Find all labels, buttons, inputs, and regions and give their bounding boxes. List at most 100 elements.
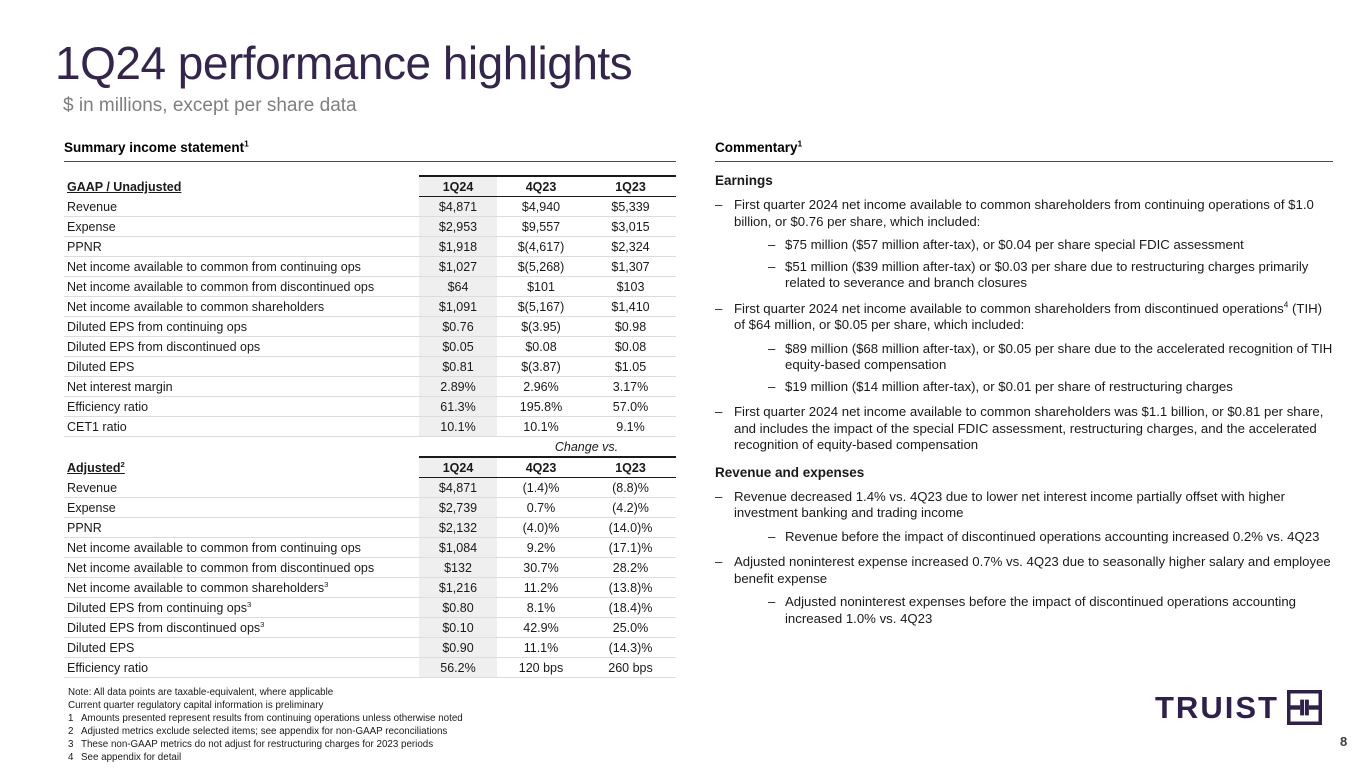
table-header-row: Adjusted2 1Q24 4Q23 1Q23 bbox=[64, 456, 676, 478]
row-value: 28.2% bbox=[585, 557, 676, 578]
bullet: – Revenue before the impact of discontinu… bbox=[768, 529, 1333, 546]
table-row: Net interest margin 2.89% 2.96% 3.17% bbox=[64, 376, 676, 397]
row-value: 2.89% bbox=[419, 376, 497, 397]
commentary-section-heading: Earnings bbox=[715, 173, 773, 188]
row-label: Expense bbox=[64, 216, 419, 237]
row-value: $1,027 bbox=[419, 256, 497, 277]
footnote-number: 3 bbox=[68, 739, 74, 750]
bullet: – Adjusted noninterest expense increased … bbox=[715, 554, 1333, 587]
row-label: PPNR bbox=[64, 236, 419, 257]
table-header-row: GAAP / Unadjusted 1Q24 4Q23 1Q23 bbox=[64, 175, 676, 197]
bullet-text: $51 million ($39 million after-tax) or $… bbox=[785, 258, 1309, 291]
footnote-text: Current quarter regulatory capital infor… bbox=[68, 700, 324, 711]
bullet: – Revenue decreased 1.4% vs. 4Q23 due to … bbox=[715, 489, 1333, 522]
row-value: 61.3% bbox=[419, 396, 497, 417]
footnote-number: 4 bbox=[68, 752, 74, 763]
table-column-header: 4Q23 bbox=[497, 175, 585, 197]
commentary-section-heading: Revenue and expenses bbox=[715, 464, 865, 480]
row-value: $0.98 bbox=[585, 316, 676, 337]
row-value: 56.2% bbox=[419, 657, 497, 678]
row-value: (13.8)% bbox=[585, 577, 676, 598]
table-row: Expense $2,739 0.7% (4.2)% bbox=[64, 497, 676, 518]
footnote: 2 Adjusted metrics exclude selected items… bbox=[68, 725, 628, 738]
row-label: Diluted EPS from continuing ops3 bbox=[64, 597, 419, 618]
commentary-panel: Commentary1 Earnings – First quarter 2024 … bbox=[715, 139, 1333, 627]
bullet: – $75 million ($57 million after-tax), or… bbox=[768, 237, 1333, 254]
row-label: Net income available to common sharehold… bbox=[64, 296, 419, 317]
row-value: $0.08 bbox=[585, 336, 676, 357]
bullet: – First quarter 2024 net income available… bbox=[715, 404, 1333, 454]
row-value: $2,739 bbox=[419, 497, 497, 518]
table-row: Diluted EPS from continuing ops3 $0.80 8.1… bbox=[64, 597, 676, 618]
row-value: 9.1% bbox=[585, 416, 676, 437]
footnote: 4 See appendix for detail bbox=[68, 751, 628, 764]
bullet-dash: – bbox=[768, 378, 776, 394]
table-row: Diluted EPS $0.90 11.1% (14.3)% bbox=[64, 637, 676, 658]
row-value: $0.08 bbox=[497, 336, 585, 357]
row-value: 120 bps bbox=[497, 657, 585, 678]
row-value: 3.17% bbox=[585, 376, 676, 397]
row-label: Net income available to common from cont… bbox=[64, 537, 419, 558]
table-row: Efficiency ratio 61.3% 195.8% 57.0% bbox=[64, 396, 676, 417]
bullet-text: Adjusted noninterest expenses before the… bbox=[785, 594, 1296, 626]
table-column-header: 1Q23 bbox=[585, 175, 676, 197]
row-value: $0.76 bbox=[419, 316, 497, 337]
row-value: 9.2% bbox=[497, 537, 585, 558]
row-label: Net income available to common from disc… bbox=[64, 557, 419, 578]
bullet-text: Revenue decreased 1.4% vs. 4Q23 due to l… bbox=[734, 488, 1286, 521]
row-value: (4.0)% bbox=[497, 517, 585, 538]
row-value: $2,132 bbox=[419, 517, 497, 538]
bullet-dash: – bbox=[715, 554, 723, 569]
row-value: 11.1% bbox=[497, 637, 585, 658]
row-value: $103 bbox=[585, 276, 676, 297]
row-label: Expense bbox=[64, 497, 419, 518]
row-label: PPNR bbox=[64, 517, 419, 538]
table-column-header: 1Q24 bbox=[419, 456, 497, 478]
row-value: $3,015 bbox=[585, 216, 676, 237]
row-value: 10.1% bbox=[497, 416, 585, 437]
row-value: $64 bbox=[419, 276, 497, 297]
row-value: $1,091 bbox=[419, 296, 497, 317]
row-value: $101 bbox=[497, 276, 585, 297]
table-section-label-text: Adjusted2 bbox=[67, 459, 125, 475]
summary-income-statement-panel: Summary income statement1 GAAP / Unadjus… bbox=[64, 139, 676, 678]
row-value: 2.96% bbox=[497, 376, 585, 397]
empty-cell bbox=[64, 437, 419, 458]
table-row: Net income available to common sharehold… bbox=[64, 296, 676, 317]
footnote-text: See appendix for detail bbox=[81, 752, 182, 763]
row-value: $1.05 bbox=[585, 356, 676, 377]
row-value: $2,953 bbox=[419, 216, 497, 237]
bullet: – $89 million ($68 million after-tax), or… bbox=[768, 341, 1333, 374]
row-value: 25.0% bbox=[585, 617, 676, 638]
bullet-dash: – bbox=[768, 340, 776, 356]
truist-wordmark: TRUIST bbox=[1155, 689, 1279, 725]
row-value: (4.2)% bbox=[585, 497, 676, 518]
row-value: 42.9% bbox=[497, 617, 585, 638]
footnote-text: Amounts presented represent results from… bbox=[81, 713, 463, 724]
row-value: 0.7% bbox=[497, 497, 585, 518]
change-vs-label: Change vs. bbox=[554, 440, 619, 454]
row-value: $132 bbox=[419, 557, 497, 578]
row-value: $4,871 bbox=[419, 477, 497, 498]
bullet: – First quarter 2024 net income available… bbox=[715, 301, 1333, 334]
row-value: $2,324 bbox=[585, 236, 676, 257]
summary-income-statement-table: GAAP / Unadjusted 1Q24 4Q23 1Q23 Revenue $4,8… bbox=[64, 175, 676, 678]
bullet-dash: – bbox=[768, 258, 776, 274]
bullet-dash: – bbox=[715, 197, 723, 212]
row-value: (1.4)% bbox=[497, 477, 585, 498]
row-label: Net income available to common from disc… bbox=[64, 276, 419, 297]
bullet-text: First quarter 2024 net income available … bbox=[734, 404, 1324, 452]
summary-table-title: Summary income statement1 bbox=[64, 139, 676, 162]
row-value: $0.80 bbox=[419, 597, 497, 618]
row-value: $(3.95) bbox=[497, 316, 585, 337]
row-label: CET1 ratio bbox=[64, 416, 419, 437]
table-row: PPNR $2,132 (4.0)% (14.0)% bbox=[64, 517, 676, 538]
row-value: 11.2% bbox=[497, 577, 585, 598]
row-value: $4,940 bbox=[497, 196, 585, 217]
table-row: Revenue $4,871 $4,940 $5,339 bbox=[64, 196, 676, 217]
row-value: 10.1% bbox=[419, 416, 497, 437]
truist-logo: TRUIST bbox=[1155, 690, 1322, 725]
table-row: Revenue $4,871 (1.4)% (8.8)% bbox=[64, 477, 676, 498]
row-label: Net income available to common from cont… bbox=[64, 256, 419, 277]
row-label: Efficiency ratio bbox=[64, 657, 419, 678]
